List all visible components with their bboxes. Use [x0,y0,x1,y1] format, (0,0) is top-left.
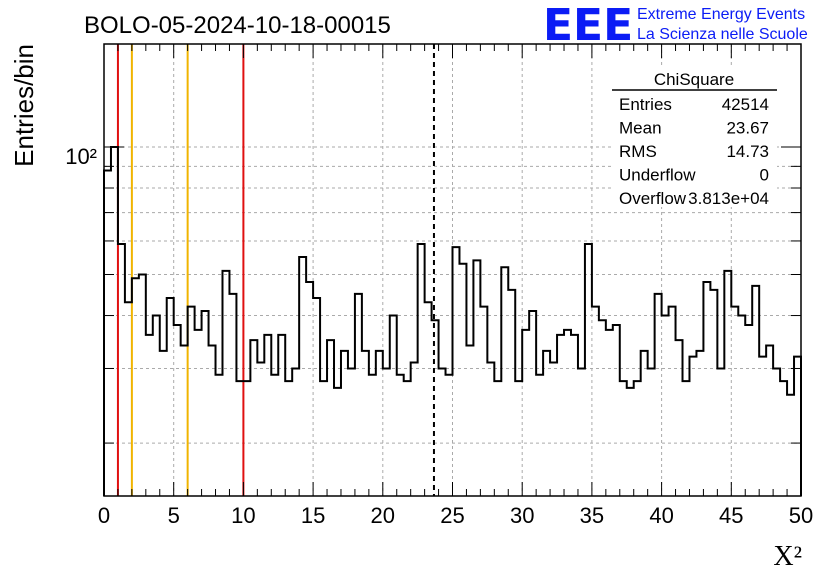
stats-title: ChiSquare [654,70,734,89]
x-axis-label: X² [773,541,802,572]
y-axis-label: Entries/bin [9,44,39,167]
stats-label-underflow: Underflow [619,166,696,185]
x-tick-label: 10 [231,503,255,528]
stats-label-mean: Mean [619,119,662,138]
stats-value-rms: 14.73 [726,142,769,161]
stats-rows: Entries 42514 Mean 23.67 RMS 14.73 Underflow 0 O… [619,95,769,208]
stats-label-entries: Entries [619,95,672,114]
stats-value-mean: 23.67 [726,119,769,138]
x-tick-label: 5 [168,503,180,528]
stats-label-overflow: Overflow [619,189,687,208]
stats-box: ChiSquare Entries 42514 Mean 23.67 RMS 14.73 U… [612,67,777,208]
x-tick-label: 40 [649,503,673,528]
histogram-step-line [103,145,802,496]
x-tick-label: 20 [371,503,395,528]
brand-line-2: La Scienza nelle Scuole [637,26,808,43]
stats-label-rms: RMS [619,142,657,161]
x-tick-label: 25 [440,503,464,528]
y-tick-label-100: 10² [65,144,97,169]
x-tick-label: 50 [789,503,813,528]
brand-line-1: Extreme Energy Events [637,6,805,23]
x-tick-label: 35 [580,503,604,528]
axis-ticks [103,44,802,496]
x-tick-label: 0 [98,503,110,528]
eee-logo: EEE [543,0,633,51]
stats-value-entries: 42514 [722,95,769,114]
reference-lines [116,44,435,496]
run-title: BOLO-05-2024-10-18-00015 [84,12,391,39]
x-tick-label: 30 [510,503,534,528]
x-tick-label: 15 [301,503,325,528]
x-tick-label: 45 [719,503,743,528]
stats-value-overflow: 3.813e+04 [688,189,769,208]
stats-value-underflow: 0 [760,166,769,185]
x-tick-labels: 0 5 10 15 20 25 30 35 40 45 50 [98,503,813,528]
